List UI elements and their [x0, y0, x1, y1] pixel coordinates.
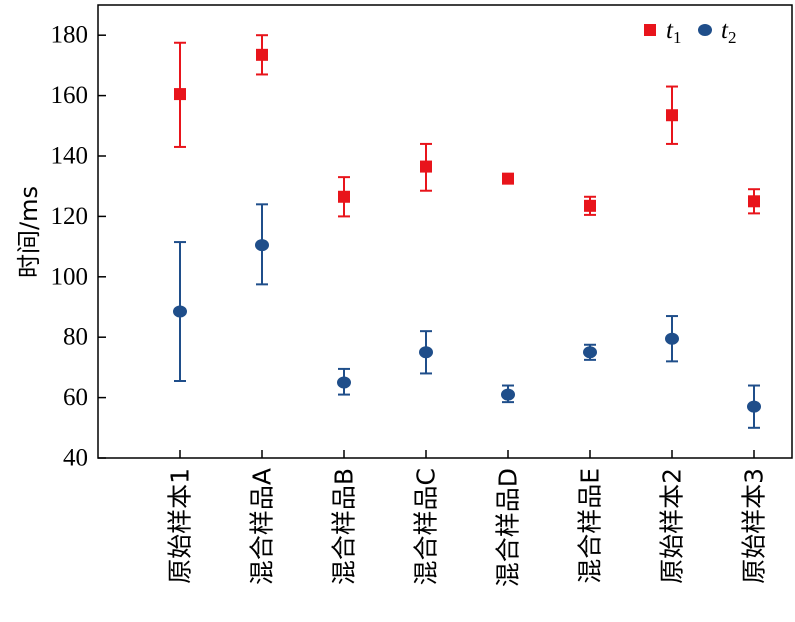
legend: t1 t2 [644, 17, 736, 47]
data-point [747, 400, 761, 413]
y-tick-label: 40 [63, 445, 88, 472]
y-tick-label: 80 [63, 324, 88, 351]
x-axis-tick-labels: 原始样本1 混合样品A 混合样品B 混合样品C 混合样品D 混合样品E 原始样本2 原始样本3 [166, 468, 769, 587]
data-point [502, 172, 514, 185]
x-tick-label: 混合样品C [412, 468, 441, 585]
x-tick-label: 原始样本3 [740, 468, 769, 584]
x-tick-label: 原始样本2 [658, 468, 687, 584]
legend-marker-t1 [644, 24, 656, 36]
y-axis-title: 时间/ms [15, 186, 43, 278]
legend-label-subscript: 2 [728, 28, 737, 47]
data-point [173, 305, 187, 318]
data-point [419, 346, 433, 359]
y-tick-label: 140 [51, 143, 89, 170]
legend-label-main: t [721, 17, 729, 44]
legend-label-subscript: 1 [673, 28, 682, 47]
legend-label-main: t [666, 17, 674, 44]
data-point [174, 88, 186, 101]
x-axis-ticks [179, 450, 755, 458]
series-t2 [173, 203, 761, 429]
y-tick-label: 100 [51, 263, 89, 290]
y-tick-label: 60 [63, 384, 88, 411]
x-tick-label: 混合样品E [576, 468, 605, 584]
data-point [665, 332, 679, 345]
series-layer [173, 34, 761, 429]
x-tick-label: 原始样本1 [166, 468, 195, 584]
series-t1 [174, 34, 760, 218]
y-tick-label: 180 [51, 22, 89, 49]
legend-marker-t2 [698, 24, 712, 36]
data-point [420, 160, 432, 173]
y-tick-label: 120 [51, 203, 89, 230]
y-axis-ticks [98, 34, 106, 459]
x-tick-label: 混合样品B [330, 468, 359, 585]
data-point [501, 388, 515, 401]
plot-frame [97, 4, 793, 459]
data-point [256, 48, 268, 61]
x-tick-label: 混合样品A [248, 468, 277, 585]
data-point [584, 199, 596, 212]
data-point [748, 195, 760, 208]
data-point [583, 346, 597, 359]
legend-label: t2 [721, 17, 736, 47]
data-point [337, 376, 351, 389]
data-point [255, 239, 269, 252]
y-axis-tick-labels: 40 60 80 100 120 140 160 180 [51, 22, 89, 472]
y-tick-label: 160 [51, 82, 89, 109]
legend-label: t1 [666, 17, 681, 47]
data-point [666, 109, 678, 122]
data-point [338, 190, 350, 203]
x-tick-label: 混合样品D [494, 468, 523, 587]
